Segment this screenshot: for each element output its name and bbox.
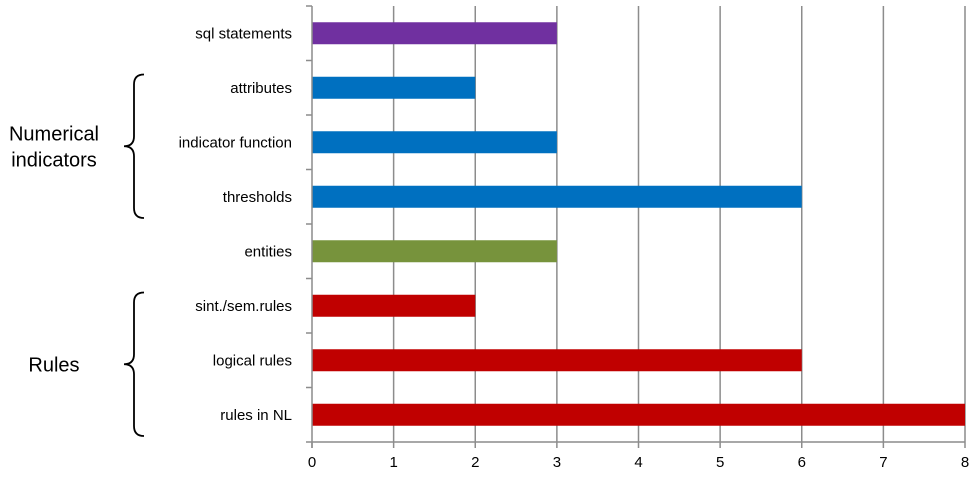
category-label-logical-rules: logical rules [213, 352, 292, 369]
bar-indicator-function [312, 131, 557, 154]
bar-sint-sem-rules [312, 294, 476, 317]
bar-logical-rules [312, 349, 802, 372]
group-label: Rules [28, 354, 79, 376]
category-label-indicator-function: indicator function [179, 134, 292, 151]
x-tick-labels: 0 1 2 3 4 5 6 7 8 [308, 454, 969, 471]
x-tick-label: 5 [716, 454, 724, 471]
axes [306, 5, 966, 448]
bar-rules-in-nl [312, 403, 965, 426]
x-tick-label: 3 [553, 454, 561, 471]
category-label-sint-sem-rules: sint./sem.rules [195, 298, 292, 315]
group-brackets: Rules Numerical indicators [9, 73, 145, 437]
group-bracket-rules [123, 291, 145, 437]
category-label-thresholds: thresholds [223, 189, 292, 206]
category-label-sql-statements: sql statements [195, 25, 292, 42]
gridlines [392, 6, 966, 442]
bar-sql-statements [312, 22, 557, 45]
category-labels: rules in NL logical rules sint./sem.rules e… [179, 25, 292, 424]
bars [312, 22, 965, 426]
bar-attributes [312, 76, 476, 99]
x-tick-label: 6 [798, 454, 806, 471]
x-tick-label: 1 [389, 454, 397, 471]
x-tick-label: 2 [471, 454, 479, 471]
group-bracket-numerical-indicators [123, 73, 145, 219]
category-label-attributes: attributes [230, 80, 292, 97]
category-label-entities: entities [244, 243, 292, 260]
group-label: Numerical [9, 123, 99, 145]
bar-thresholds [312, 185, 802, 208]
group-label: indicators [11, 149, 97, 171]
x-tick-label: 8 [961, 454, 969, 471]
category-label-rules-in-nl: rules in NL [220, 407, 292, 424]
x-tick-label: 4 [634, 454, 642, 471]
x-tick-label: 0 [308, 454, 316, 471]
x-tick-label: 7 [879, 454, 887, 471]
bar-entities [312, 240, 557, 263]
